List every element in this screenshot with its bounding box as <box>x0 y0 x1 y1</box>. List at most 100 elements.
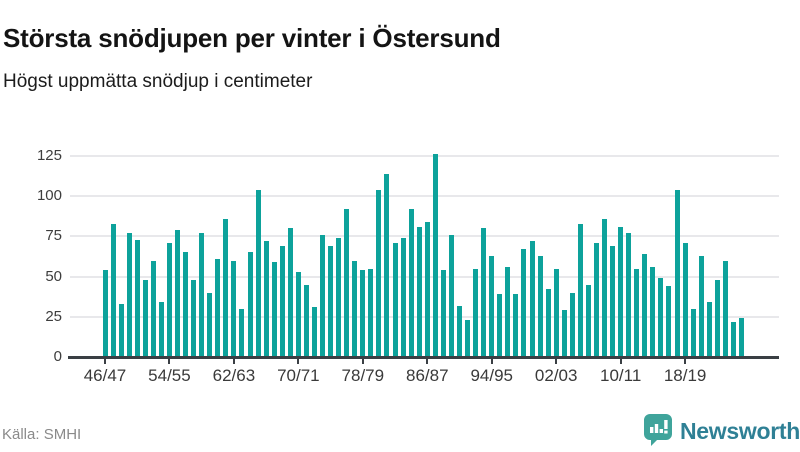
y-axis-label: 25 <box>45 307 62 325</box>
bar <box>247 252 253 357</box>
bar <box>199 233 205 357</box>
bar <box>545 289 551 357</box>
x-axis-tick <box>426 359 429 364</box>
bar <box>473 268 479 357</box>
bar <box>183 252 189 357</box>
x-axis-label: 62/63 <box>212 366 256 385</box>
bar <box>303 284 309 357</box>
x-axis-tick <box>555 359 558 364</box>
bar <box>110 223 116 357</box>
bar <box>642 254 648 357</box>
bar <box>440 270 446 357</box>
bar <box>320 234 326 357</box>
bar <box>416 226 422 357</box>
gridline-y50 <box>70 275 779 278</box>
page-title: Största snödjupen per vinter i Östersund <box>3 23 501 54</box>
bar <box>674 189 680 357</box>
bar <box>142 279 148 357</box>
y-axis-label: 125 <box>36 147 62 164</box>
bar <box>408 209 414 357</box>
gridline-y75 <box>70 235 779 238</box>
bar <box>593 242 599 357</box>
x-axis-label: 54/55 <box>148 366 191 385</box>
bar <box>352 260 358 357</box>
bar <box>714 279 720 357</box>
newsworthy-logo: Newsworthy <box>644 412 800 448</box>
bar <box>239 308 245 357</box>
x-axis-label: 18/19 <box>663 366 707 385</box>
bar <box>432 154 438 357</box>
x-axis-tick <box>684 359 687 364</box>
bar <box>344 209 350 357</box>
bar <box>360 270 366 357</box>
bar <box>650 266 656 357</box>
bar <box>569 292 575 357</box>
bar <box>722 260 728 357</box>
bar <box>626 233 632 357</box>
y-axis-label: 75 <box>45 227 62 245</box>
bar <box>448 234 454 357</box>
y-axis-label: 0 <box>53 348 62 365</box>
bar <box>698 255 704 357</box>
bar <box>392 242 398 357</box>
x-axis-tick <box>490 359 493 364</box>
bar <box>207 292 213 357</box>
x-axis-label: 70/71 <box>277 366 320 385</box>
x-axis-label: 10/11 <box>600 366 642 385</box>
bar <box>706 302 712 357</box>
bar <box>610 246 616 357</box>
bar <box>634 268 640 357</box>
x-axis-tick <box>297 359 300 364</box>
bar <box>368 268 374 357</box>
newsworthy-wordmark: Newsworthy <box>680 418 800 444</box>
bar <box>311 307 317 357</box>
x-axis-tick <box>361 359 364 364</box>
bar <box>577 223 583 357</box>
bar <box>505 266 511 357</box>
source-credit: Källa: SMHI <box>2 426 82 443</box>
x-axis-tick <box>168 359 171 364</box>
bar <box>384 173 390 357</box>
bar <box>295 271 301 357</box>
bar <box>166 242 172 357</box>
bar <box>158 302 164 357</box>
gridline-y100 <box>70 195 779 198</box>
bar <box>223 218 229 357</box>
bar <box>134 239 140 357</box>
bar <box>529 241 535 357</box>
chart-subtitle: Högst uppmätta snödjup i centimeter <box>3 71 313 92</box>
bar <box>690 308 696 357</box>
y-axis-label: 50 <box>45 267 62 285</box>
bar <box>263 241 269 357</box>
bar <box>553 268 559 357</box>
x-axis-label: 46/47 <box>83 366 127 385</box>
bar <box>457 305 462 357</box>
bar <box>336 238 342 357</box>
x-axis-label: 94/95 <box>470 366 513 385</box>
bar <box>481 228 487 357</box>
bar <box>561 310 567 357</box>
bar <box>537 255 543 357</box>
bar <box>126 233 132 357</box>
bar <box>602 218 608 357</box>
bar <box>150 260 156 357</box>
bar <box>585 284 591 357</box>
bar <box>513 294 519 357</box>
bar <box>497 294 503 357</box>
bar <box>271 262 277 357</box>
x-axis-label: 78/79 <box>341 366 385 385</box>
bar <box>739 318 744 357</box>
bar <box>730 321 736 357</box>
bar <box>376 189 382 357</box>
bar <box>215 258 221 357</box>
bar <box>666 286 672 357</box>
bar <box>489 255 495 357</box>
bar <box>400 238 406 357</box>
bar <box>465 320 471 357</box>
x-axis-label: 86/87 <box>405 366 449 385</box>
gridline-y25 <box>70 315 779 318</box>
bar <box>102 270 108 357</box>
bar <box>424 221 430 357</box>
gridline-y125 <box>70 155 779 157</box>
